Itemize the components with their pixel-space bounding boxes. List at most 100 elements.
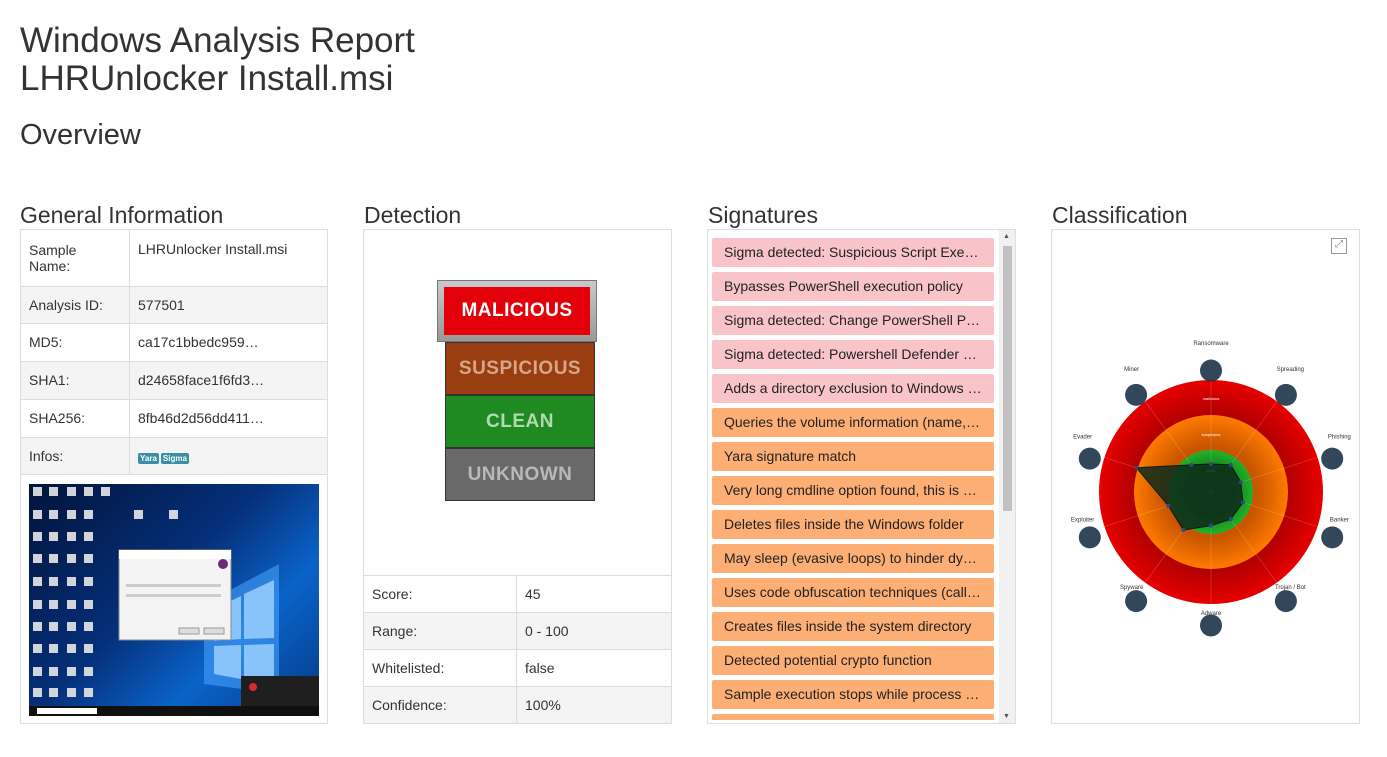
category-icon — [1125, 383, 1148, 406]
detection-panel: MALICIOUS SUSPICIOUS CLEAN UNKNOWN Score… — [363, 229, 672, 724]
signature-item[interactable]: Detected potential crypto function — [712, 646, 994, 675]
report-title-line2: LHRUnlocker Install.msi — [20, 59, 394, 98]
signature-item[interactable]: Bypasses PowerShell execution policy — [712, 272, 994, 301]
category-icon — [1274, 590, 1297, 613]
category-label: Miner — [1124, 367, 1139, 373]
signature-item[interactable]: Very long cmdline option found, this is … — [712, 476, 994, 505]
scroll-up-icon[interactable]: ▲ — [1003, 233, 1010, 240]
signatures-heading: Signatures — [708, 202, 818, 228]
yara-tag[interactable]: Yara — [138, 452, 159, 464]
info-row-analysis-id: Analysis ID: 577501 — [21, 286, 327, 324]
detection-value: 100% — [516, 686, 671, 723]
info-row-sample-name: Sample Name: LHRUnlocker Install.msi — [21, 230, 327, 287]
category-label: Trojan / Bot — [1275, 585, 1306, 591]
score-point — [1238, 480, 1243, 485]
category-icon — [1200, 359, 1222, 382]
detection-key: Range: — [364, 612, 517, 650]
report-title: Windows Analysis Report LHRUnlocker Inst… — [20, 22, 415, 98]
info-key: SHA256: — [21, 399, 130, 438]
expand-icon[interactable]: ⤢ — [1331, 238, 1347, 254]
classification-radar[interactable]: malicioussuspiciouscleanRansomwareSpread… — [1052, 230, 1359, 723]
info-value: d24658face1f6fd3… — [129, 361, 327, 400]
signature-list: Sigma detected: Suspicious Script Execut… — [712, 238, 994, 720]
category-label: Spreading — [1277, 367, 1304, 373]
score-point — [1189, 462, 1194, 467]
detection-row-confidence: Confidence: 100% — [364, 686, 671, 723]
info-value: LHRUnlocker Install.msi — [129, 230, 327, 287]
signature-item[interactable]: May sleep (evasive loops) to hinder dyna… — [712, 544, 994, 573]
detection-table: Score: 45 Range: 0 - 100 Whitelisted: fa… — [364, 575, 671, 723]
detection-meter: MALICIOUS SUSPICIOUS CLEAN UNKNOWN — [437, 280, 598, 501]
signature-item[interactable]: Sigma detected: Change PowerShell Polici… — [712, 306, 994, 335]
category-icon — [1321, 447, 1344, 470]
info-row-md5: MD5: ca17c1bbedc959… — [21, 323, 327, 362]
category-icon — [1321, 526, 1344, 549]
detection-row-range: Range: 0 - 100 — [364, 612, 671, 650]
classification-heading: Classification — [1052, 202, 1188, 228]
general-info-table: Sample Name: LHRUnlocker Install.msi Ana… — [21, 230, 327, 475]
info-value: ca17c1bbedc959… — [129, 323, 327, 362]
category-label: Exploiter — [1071, 518, 1094, 524]
detection-key: Confidence: — [364, 686, 517, 723]
detection-value: 45 — [516, 575, 671, 613]
score-point — [1228, 462, 1233, 467]
signature-item[interactable]: Yara signature match — [712, 442, 994, 471]
signature-item[interactable]: Sample execution stops while process was… — [712, 680, 994, 709]
category-label: Phishing — [1328, 434, 1351, 440]
signature-item[interactable]: Adds a directory exclusion to Windows De… — [712, 374, 994, 403]
info-value: Yara Sigma — [129, 437, 327, 475]
clean-level: CLEAN — [445, 395, 595, 448]
suspicious-level: SUSPICIOUS — [445, 342, 595, 395]
info-row-sha256: SHA256: 8fb46d2d56dd411… — [21, 399, 327, 438]
category-label: Evader — [1073, 434, 1092, 440]
score-point — [1209, 462, 1213, 466]
score-point — [1228, 517, 1233, 522]
signature-item[interactable] — [712, 714, 994, 720]
unknown-level: UNKNOWN — [445, 448, 595, 501]
overview-heading: Overview — [20, 119, 141, 151]
detection-heading: Detection — [364, 202, 462, 228]
malicious-level: MALICIOUS — [437, 280, 597, 342]
info-key: Infos: — [21, 437, 130, 475]
category-icon — [1274, 383, 1297, 406]
score-point — [1209, 523, 1213, 528]
signature-item[interactable]: Uses code obfuscation techniques (call, … — [712, 578, 994, 607]
category-icon — [1078, 526, 1101, 549]
info-key: Sample Name: — [21, 230, 130, 287]
category-label: Spyware — [1120, 585, 1144, 591]
detection-key: Whitelisted: — [364, 649, 517, 687]
info-value: 577501 — [129, 286, 327, 324]
score-point — [1166, 503, 1171, 508]
category-icon — [1200, 614, 1222, 637]
info-key: SHA1: — [21, 361, 130, 400]
signature-item[interactable]: Sigma detected: Powershell Defender Excl… — [712, 340, 994, 369]
malicious-label: MALICIOUS — [444, 287, 590, 335]
signature-item[interactable]: Sigma detected: Suspicious Script Execut… — [712, 238, 994, 267]
general-info-panel: Sample Name: LHRUnlocker Install.msi Ana… — [20, 229, 328, 724]
report-title-line1: Windows Analysis Report — [20, 21, 415, 60]
category-icon — [1078, 447, 1101, 470]
signature-scrollbar[interactable]: ▲ ▼ — [999, 230, 1015, 723]
detection-key: Score: — [364, 575, 517, 613]
detection-row-whitelisted: Whitelisted: false — [364, 649, 671, 687]
signature-item[interactable]: Deletes files inside the Windows folder — [712, 510, 994, 539]
sigma-tag[interactable]: Sigma — [160, 452, 189, 464]
scroll-thumb[interactable] — [1003, 246, 1012, 511]
score-point — [1240, 500, 1245, 505]
detection-row-score: Score: 45 — [364, 575, 671, 613]
score-point — [1181, 528, 1186, 533]
score-point — [1134, 465, 1139, 470]
scroll-down-icon[interactable]: ▼ — [1003, 713, 1010, 720]
info-row-sha1: SHA1: d24658face1f6fd3… — [21, 361, 327, 400]
info-key: Analysis ID: — [21, 286, 130, 324]
category-icon — [1125, 590, 1148, 613]
classification-panel: ⤢ malicioussuspiciouscleanRansomwareSpre… — [1051, 229, 1360, 724]
info-key: MD5: — [21, 323, 130, 362]
signature-item[interactable]: Queries the volume information (name, se… — [712, 408, 994, 437]
info-row-infos: Infos: Yara Sigma — [21, 437, 327, 475]
ring-label: malicious — [1203, 396, 1220, 401]
sample-screenshot[interactable] — [29, 484, 319, 716]
signature-item[interactable]: Creates files inside the system director… — [712, 612, 994, 641]
category-label: Adware — [1201, 611, 1222, 617]
general-info-heading: General Information — [20, 202, 224, 228]
